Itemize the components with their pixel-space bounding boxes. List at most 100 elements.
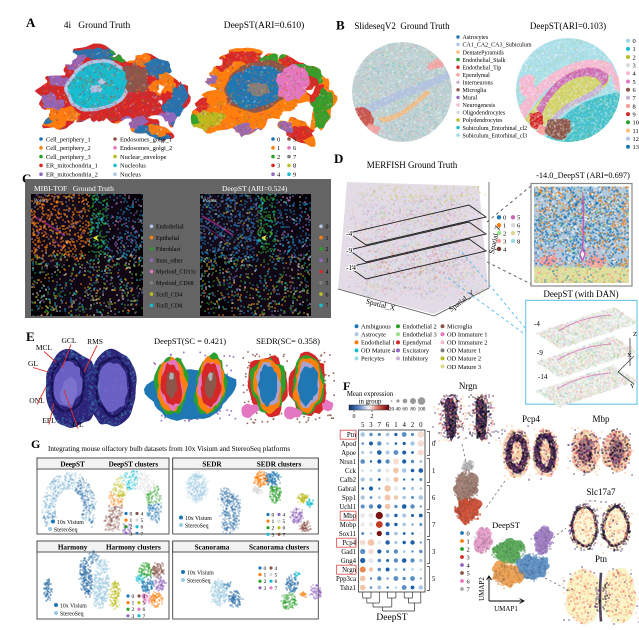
svg-text:-4: -4 (346, 229, 352, 238)
svg-text:Subiculum_Entorhinal_cl3: Subiculum_Entorhinal_cl3 (463, 133, 528, 139)
svg-text:Endothelial_Tip: Endothelial_Tip (463, 65, 502, 71)
svg-text:4i Ground Truth: 4i Ground Truth (64, 21, 131, 31)
svg-text:Microglia: Microglia (463, 88, 487, 94)
svg-text:OD Mature 4: OD Mature 4 (361, 348, 396, 355)
svg-text:Cell_periphery_2: Cell_periphery_2 (46, 145, 91, 152)
svg-text:DeepST (ARI=0.524): DeepST (ARI=0.524) (222, 184, 288, 193)
svg-text:Y: Y (630, 383, 635, 390)
svg-text:Ambiguous: Ambiguous (361, 324, 391, 331)
svg-text:Sox11: Sox11 (339, 531, 356, 538)
svg-text:-14.0_DeepST (ARI=0.697): -14.0_DeepST (ARI=0.697) (536, 171, 630, 180)
svg-text:MIBI-TOF Ground Truth: MIBI-TOF Ground Truth (34, 184, 114, 193)
svg-text:OD Mature 3: OD Mature 3 (447, 364, 481, 371)
svg-text:4: 4 (467, 562, 471, 569)
svg-text:Ependymal: Ependymal (403, 340, 432, 347)
svg-text:4: 4 (277, 172, 281, 179)
svg-text:Ppp3ca: Ppp3ca (336, 576, 356, 583)
svg-text:Ptn: Ptn (347, 432, 357, 439)
svg-text:Endothelial 2: Endothelial 2 (403, 324, 437, 331)
svg-text:3: 3 (272, 532, 275, 538)
svg-text:Cell_periphery_1: Cell_periphery_1 (46, 136, 91, 143)
svg-text:Myeloid_CD68: Myeloid_CD68 (156, 281, 194, 287)
svg-text:4: 4 (633, 71, 637, 78)
svg-text:0: 0 (353, 414, 356, 420)
svg-text:Fibroblast: Fibroblast (156, 247, 181, 253)
svg-text:SEDR clusters: SEDR clusters (257, 460, 302, 468)
svg-text:5: 5 (143, 601, 146, 607)
svg-text:SEDR(SC= 0.358): SEDR(SC= 0.358) (256, 336, 320, 346)
svg-text:0: 0 (277, 136, 280, 143)
svg-text:6: 6 (293, 145, 296, 152)
svg-text:Neurogenesis: Neurogenesis (463, 103, 496, 109)
svg-text:Scanorama clusters: Scanorama clusters (249, 543, 309, 551)
svg-text:ER_mitochondria_2: ER_mitochondria_2 (46, 172, 98, 179)
svg-text:0: 0 (503, 215, 507, 222)
svg-text:Nucleolus: Nucleolus (120, 163, 146, 170)
svg-text:3: 3 (467, 554, 470, 561)
svg-text:Z: Z (633, 331, 637, 338)
svg-text:Polydendrocytes: Polydendrocytes (463, 118, 504, 124)
svg-text:6: 6 (386, 422, 390, 429)
svg-text:5: 5 (361, 422, 365, 429)
svg-text:Astrocytes: Astrocytes (463, 35, 489, 41)
svg-text:DeepST: DeepST (492, 520, 521, 530)
svg-text:Nuclear_envelope: Nuclear_envelope (120, 154, 167, 161)
svg-text:Integrating mouse olfactory bu: Integrating mouse olfactory bulb dataset… (48, 445, 290, 453)
svg-text:StereoSeq: StereoSeq (187, 579, 211, 585)
svg-text:1: 1 (272, 519, 275, 525)
svg-text:-9: -9 (346, 246, 352, 255)
svg-text:0: 0 (130, 512, 133, 518)
svg-text:1: 1 (326, 236, 329, 242)
svg-text:SlideseqV2 Ground Truth: SlideseqV2 Ground Truth (354, 21, 450, 31)
svg-text:Endothelial: Endothelial (156, 225, 184, 231)
svg-text:5: 5 (467, 570, 470, 577)
svg-text:StereoSeq: StereoSeq (60, 612, 84, 618)
svg-text:Pericytes: Pericytes (361, 356, 385, 363)
svg-text:2: 2 (633, 54, 636, 61)
svg-text:7: 7 (293, 154, 297, 161)
svg-text:2: 2 (130, 525, 133, 531)
svg-text:CA1_CA2_CA3_Subiculum: CA1_CA2_CA3_Subiculum (463, 43, 532, 49)
svg-text:Gad1: Gad1 (341, 549, 356, 556)
svg-text:9: 9 (633, 111, 636, 118)
svg-text:2: 2 (467, 546, 470, 553)
svg-text:2: 2 (326, 247, 329, 253)
svg-text:5: 5 (141, 518, 144, 524)
svg-text:7: 7 (633, 95, 637, 102)
svg-text:6: 6 (141, 525, 144, 531)
svg-text:Endosomes_golgi_2: Endosomes_golgi_2 (120, 145, 172, 152)
svg-text:4: 4 (283, 513, 286, 519)
svg-text:7: 7 (517, 231, 521, 238)
svg-text:1: 1 (130, 518, 133, 524)
svg-text:Myeloid_CD11c: Myeloid_CD11c (156, 270, 196, 276)
svg-text:8: 8 (517, 238, 521, 245)
svg-text:0: 0 (419, 422, 423, 429)
svg-text:1: 1 (394, 422, 397, 429)
svg-text:DentatePyramids: DentatePyramids (463, 50, 505, 56)
svg-text:0: 0 (132, 594, 135, 600)
svg-text:0: 0 (633, 38, 636, 45)
svg-text:Scanorama: Scanorama (195, 543, 230, 551)
svg-text:Harmony: Harmony (58, 543, 88, 551)
svg-text:2: 2 (132, 607, 135, 613)
svg-text:UMAP2: UMAP2 (478, 577, 486, 601)
svg-text:Endothelial 3: Endothelial 3 (403, 332, 437, 339)
svg-text:1: 1 (633, 46, 636, 53)
svg-text:Gabral: Gabral (338, 486, 357, 493)
svg-text:10x Visium: 10x Visium (185, 516, 212, 522)
svg-text:0: 0 (264, 566, 267, 572)
svg-text:Tcell_CD4: Tcell_CD4 (156, 292, 182, 298)
svg-text:4: 4 (402, 422, 406, 429)
svg-text:StereoSeq: StereoSeq (54, 528, 78, 534)
svg-text:1: 1 (277, 145, 280, 152)
svg-text:Endosomes_golgi_1: Endosomes_golgi_1 (120, 136, 172, 143)
svg-text:60: 60 (402, 407, 408, 413)
svg-text:Ependymal: Ependymal (463, 73, 491, 79)
svg-text:6: 6 (275, 579, 278, 585)
svg-text:7: 7 (378, 422, 382, 429)
svg-text:7: 7 (275, 586, 278, 592)
svg-text:OD Mature 1: OD Mature 1 (447, 348, 481, 355)
svg-text:GL: GL (28, 359, 38, 368)
svg-text:E: E (26, 329, 35, 344)
svg-text:DeepST clusters: DeepST clusters (109, 460, 159, 468)
